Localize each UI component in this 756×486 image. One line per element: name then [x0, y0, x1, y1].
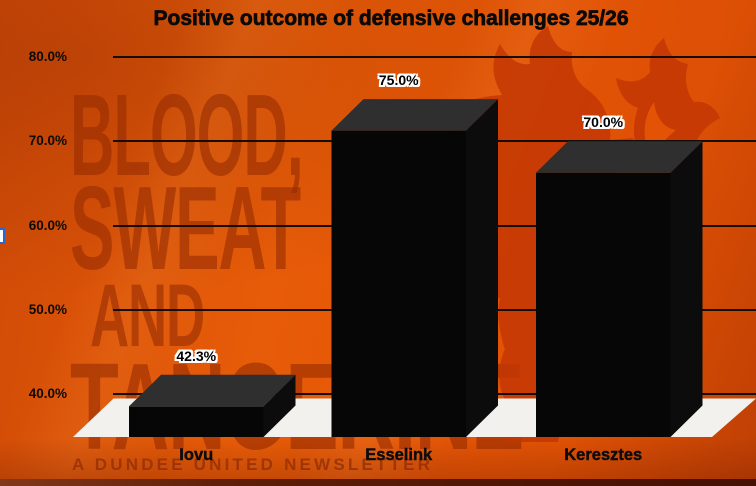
gridline-80 [113, 56, 756, 58]
x-axis-label-iovu: Iovu [179, 446, 214, 464]
lion-wing-flame [616, 38, 720, 171]
bar-esselink [331, 130, 466, 437]
watermark-sweat: SWEAT [70, 162, 301, 295]
bar-keresztes [536, 172, 671, 438]
y-axis-label-60: 60.0% [28, 217, 67, 233]
y-axis-label-40: 40.0% [28, 386, 67, 402]
watermark-blood: BLOOD, [70, 70, 304, 200]
bar-side-keresztes [670, 141, 703, 438]
bar-side-esselink [466, 99, 498, 438]
bar-iovu [129, 406, 264, 437]
watermark-and: AND [90, 265, 205, 365]
bar-value-label-iovu: 42.3% [176, 347, 217, 364]
bar-top-keresztes [536, 141, 703, 173]
bar-value-label-esselink: 75.0% [378, 72, 419, 89]
y-axis-label-80: 80.0% [28, 49, 67, 64]
bar-top-iovu [129, 374, 296, 407]
bottom-maroon-band [0, 479, 756, 486]
bar-side-iovu [263, 374, 296, 437]
bottom-shade-gradient [0, 438, 756, 479]
bar-value-label-keresztes: 70.0% [583, 114, 624, 131]
y-axis-label-50: 50.0% [28, 301, 67, 317]
x-axis-label-esselink: Esselink [365, 446, 433, 464]
y-axis-label-70: 70.0% [28, 133, 67, 149]
x-axis-label-keresztes: Keresztes [564, 446, 643, 464]
bar-top-esselink [331, 99, 498, 131]
watermark-newsletter-caption: A DUNDEE UNITED NEWSLETTER [72, 455, 433, 475]
clipped-edge-widget [0, 228, 5, 244]
chart-title: Positive outcome of defensive challenges… [153, 7, 629, 31]
